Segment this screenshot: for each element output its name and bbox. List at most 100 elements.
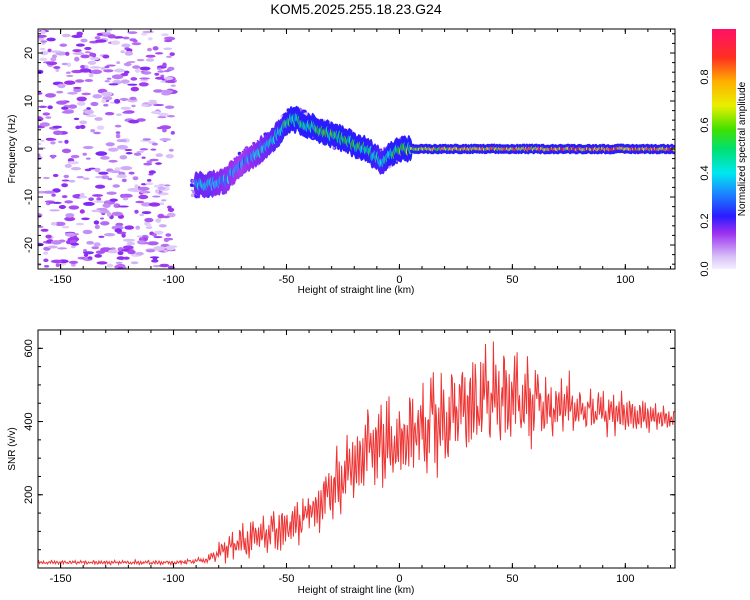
noise-blob	[126, 241, 135, 246]
colorbar-tick-label: 0.8	[699, 69, 711, 84]
noise-blob	[168, 148, 174, 152]
noise-blob	[152, 233, 157, 237]
noise-blob	[53, 130, 63, 136]
noise-blob	[93, 131, 101, 135]
noise-blob	[139, 66, 151, 71]
noise-blob	[82, 152, 87, 156]
noise-blob	[120, 193, 125, 198]
noise-blob	[121, 43, 131, 48]
noise-blob	[75, 222, 84, 226]
noise-blob	[79, 124, 86, 129]
noise-blob	[80, 65, 85, 69]
noise-blob	[119, 155, 128, 160]
noise-blob	[113, 203, 121, 208]
noise-blob	[87, 60, 97, 65]
noise-blob	[167, 66, 175, 71]
noise-blob	[155, 52, 164, 55]
noise-blob	[119, 98, 129, 101]
noise-blob	[76, 96, 87, 102]
noise-blob	[80, 38, 88, 43]
noise-blob	[140, 78, 149, 82]
noise-blob	[164, 186, 170, 191]
noise-blob	[93, 220, 100, 225]
noise-blob	[131, 104, 136, 108]
noise-blob	[101, 99, 107, 104]
noise-blob	[115, 36, 124, 39]
noise-blob	[96, 261, 108, 265]
noise-blob	[147, 37, 153, 41]
noise-blob	[106, 212, 112, 217]
noise-blob	[64, 163, 72, 168]
noise-point	[194, 194, 198, 198]
snr-x-label: Height of straight line (km)	[298, 585, 415, 596]
noise-blob	[50, 222, 57, 226]
noise-blob	[148, 202, 161, 207]
noise-blob	[169, 52, 175, 56]
y-tick-label: 600	[23, 339, 35, 357]
noise-blob	[124, 149, 133, 151]
noise-blob	[94, 224, 100, 230]
noise-blob	[70, 167, 82, 171]
noise-blob	[130, 77, 138, 81]
noise-blob	[153, 230, 164, 235]
noise-blob	[50, 155, 56, 159]
noise-blob	[162, 128, 167, 133]
noise-blob	[76, 176, 85, 179]
noise-blob	[53, 66, 61, 69]
noise-blob	[135, 225, 141, 230]
noise-blob	[87, 256, 93, 260]
noise-blob	[115, 261, 123, 264]
noise-blob	[165, 233, 172, 237]
noise-blob	[50, 57, 57, 62]
noise-blob	[79, 120, 88, 125]
noise-blob	[73, 117, 80, 121]
colorbar-tick-label: 0.0	[699, 261, 711, 276]
noise-blob	[142, 138, 151, 141]
noise-blob	[147, 101, 158, 105]
noise-blob	[157, 213, 165, 219]
noise-blob	[165, 154, 174, 159]
noise-blob	[138, 82, 149, 87]
noise-blob	[149, 158, 159, 162]
noise-blob	[43, 251, 49, 255]
noise-blob	[145, 58, 155, 62]
noise-blob	[142, 30, 155, 34]
noise-blob	[92, 194, 104, 197]
noise-point	[367, 161, 369, 164]
colorbar-gradient	[712, 29, 736, 269]
y-tick-label: -10	[23, 189, 35, 205]
noise-blob	[147, 223, 152, 228]
noise-blob	[141, 211, 152, 215]
noise-blob	[137, 186, 150, 191]
colorbar-ticks: 0.0 0.2 0.4 0.6 0.8	[699, 69, 711, 276]
noise-blob	[81, 217, 90, 221]
noise-blob	[79, 68, 92, 73]
x-tick-label: 50	[506, 274, 518, 286]
noise-blob	[107, 147, 119, 152]
noise-blob	[75, 79, 85, 83]
noise-blob	[52, 173, 59, 178]
noise-blob	[96, 197, 102, 202]
x-tick-label: -100	[163, 573, 185, 585]
noise-blob	[108, 249, 118, 254]
noise-blob	[109, 170, 121, 174]
noise-blob	[76, 31, 83, 36]
noise-blob	[82, 177, 90, 180]
noise-blob	[116, 61, 121, 64]
noise-blob	[100, 217, 104, 220]
noise-blob	[88, 197, 94, 201]
noise-blob	[84, 79, 94, 82]
noise-blob	[152, 46, 159, 51]
colorbar-tick-label: 0.2	[699, 213, 711, 228]
noise-blob	[64, 139, 69, 144]
noise-blob	[45, 93, 56, 98]
noise-blob	[108, 83, 119, 86]
noise-blob	[46, 37, 56, 42]
noise-blob	[127, 61, 136, 63]
noise-blob	[84, 168, 92, 172]
noise-blob	[140, 190, 148, 194]
noise-blob	[114, 68, 125, 73]
noise-blob	[104, 112, 115, 116]
noise-blob	[122, 36, 130, 40]
